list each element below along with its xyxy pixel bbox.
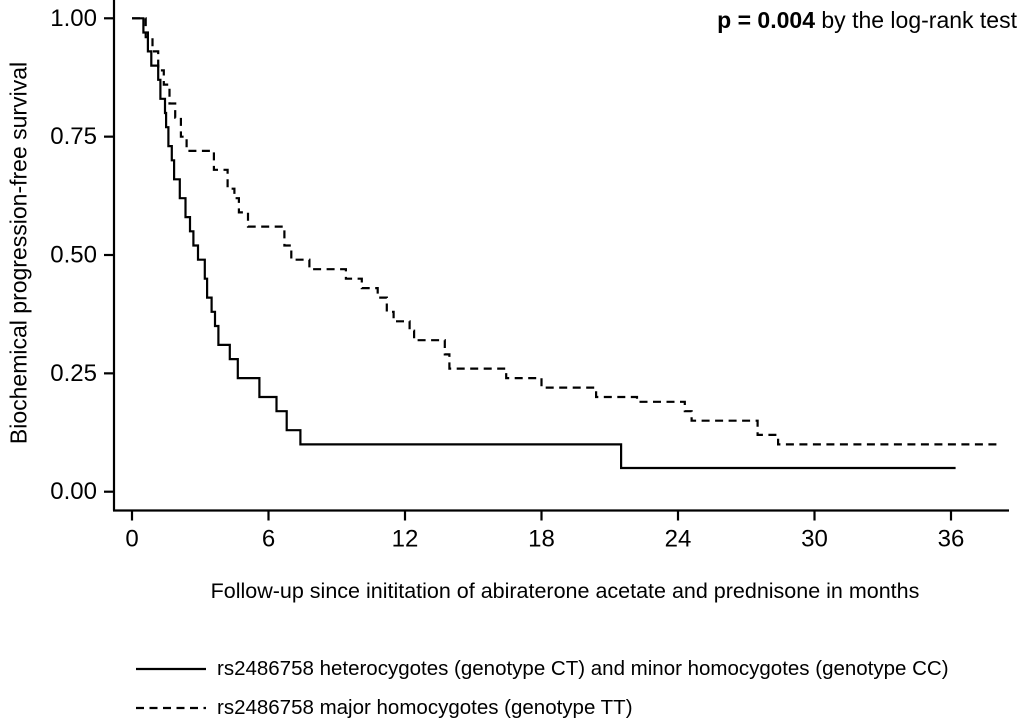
x-tick-label: 30 bbox=[801, 526, 828, 553]
legend-label-solid: rs2486758 heterocygotes (genotype CT) an… bbox=[217, 656, 949, 680]
x-axis-title: Follow-up since inititation of abiratero… bbox=[210, 579, 920, 603]
legend-label-dashed: rs2486758 major homocygotes (genotype TT… bbox=[217, 695, 633, 719]
pvalue-bold-text: p = 0.004 bbox=[717, 7, 815, 33]
x-tick-label: 0 bbox=[125, 526, 138, 553]
y-tick-label: 1.00 bbox=[50, 5, 97, 32]
y-tick-label: 0.50 bbox=[50, 242, 97, 269]
y-tick-label: 0.75 bbox=[50, 123, 97, 150]
survival-curve-solid bbox=[132, 17, 956, 470]
x-tick-label: 6 bbox=[262, 526, 275, 553]
y-tick-label: 0.25 bbox=[50, 360, 97, 387]
x-tick-label: 36 bbox=[938, 526, 965, 553]
pvalue-rest-text: by the log-rank test bbox=[815, 7, 1017, 33]
plot-area: 0.00 0.25 0.50 0.75 1.00 0 6 12 18 24 30 36 bbox=[50, 0, 1009, 553]
legend-item-solid: rs2486758 heterocygotes (genotype CT) an… bbox=[136, 653, 949, 684]
x-tick-label: 18 bbox=[528, 526, 555, 553]
y-axis-title: Biochemical progression-free survival bbox=[5, 61, 32, 445]
solid-line-swatch bbox=[136, 667, 206, 670]
survival-curve-dashed bbox=[132, 17, 997, 446]
pvalue-annotation: p = 0.004 by the log-rank test bbox=[717, 7, 1017, 33]
x-tick-label: 24 bbox=[665, 526, 692, 553]
x-tick-label: 12 bbox=[392, 526, 419, 553]
dashed-line-swatch bbox=[136, 706, 206, 709]
legend: rs2486758 heterocygotes (genotype CT) an… bbox=[136, 653, 949, 723]
legend-item-dashed: rs2486758 major homocygotes (genotype TT… bbox=[136, 692, 949, 723]
y-tick-label: 0.00 bbox=[50, 478, 97, 505]
